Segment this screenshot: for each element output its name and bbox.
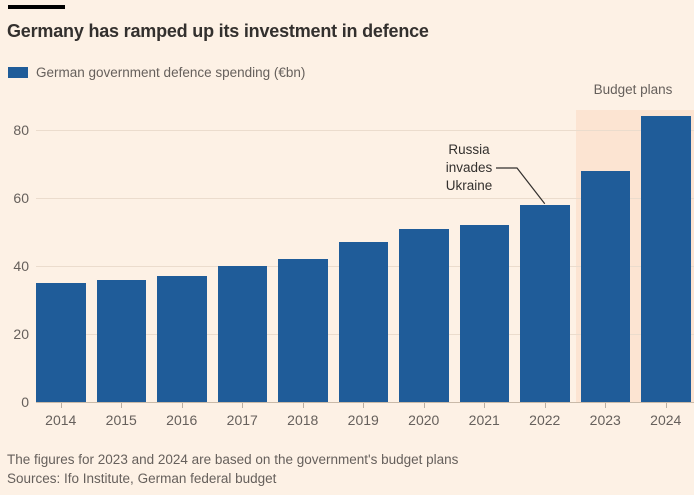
bar-2022 (520, 204, 570, 402)
gridline-80 (36, 130, 694, 131)
x-tick-2018 (302, 403, 304, 408)
x-tick-2017 (242, 403, 244, 408)
x-tick-label-2020: 2020 (408, 412, 440, 428)
legend: German government defence spending (€bn) (8, 65, 305, 80)
x-tick-2021 (484, 403, 486, 408)
bar-2014 (36, 283, 86, 402)
bar-2015 (96, 279, 146, 402)
bar-2018 (278, 259, 328, 402)
x-tick-label-2015: 2015 (105, 412, 137, 428)
gridline-0 (36, 402, 694, 403)
bar-2019 (338, 242, 388, 402)
bar-2017 (217, 266, 267, 402)
y-tick-label-20: 20 (13, 326, 29, 342)
y-tick-label-80: 80 (13, 122, 29, 138)
x-tick-label-2022: 2022 (529, 412, 561, 428)
chart-title: Germany has ramped up its investment in … (7, 21, 429, 41)
x-tick-label-2021: 2021 (468, 412, 500, 428)
x-tick-2023 (605, 403, 607, 408)
bar-2023 (580, 170, 630, 402)
bar-2016 (157, 276, 207, 402)
y-tick-label-0: 0 (21, 394, 29, 410)
source-line: Sources: Ifo Institute, German federal b… (7, 471, 277, 486)
x-tick-2022 (544, 403, 546, 408)
annotation-line-3: Ukraine (445, 178, 493, 193)
x-tick-label-2024: 2024 (650, 412, 682, 428)
y-tick-label-60: 60 (13, 190, 29, 206)
annotation-russia-invades-ukraine: Russia invades Ukraine (433, 141, 505, 195)
x-tick-2019 (363, 403, 365, 408)
x-tick-label-2014: 2014 (45, 412, 77, 428)
x-tick-label-2018: 2018 (287, 412, 319, 428)
footnote: The figures for 2023 and 2024 are based … (7, 452, 459, 467)
x-tick-2024 (665, 403, 667, 408)
x-tick-2016 (181, 403, 183, 408)
x-tick-label-2016: 2016 (166, 412, 198, 428)
x-tick-2020 (423, 403, 425, 408)
x-tick-label-2019: 2019 (347, 412, 379, 428)
x-tick-label-2017: 2017 (226, 412, 258, 428)
x-tick-2014 (60, 403, 62, 408)
budget-plans-label: Budget plans (593, 82, 673, 97)
bar-2021 (459, 225, 509, 402)
gridline-60 (36, 198, 694, 199)
x-tick-label-2023: 2023 (589, 412, 621, 428)
y-tick-label-40: 40 (13, 258, 29, 274)
legend-label: German government defence spending (€bn) (36, 65, 306, 80)
bar-2024 (641, 116, 691, 402)
bar-2020 (399, 228, 449, 402)
annotation-line-2: invades (445, 160, 493, 175)
annotation-line-1: Russia (448, 142, 490, 157)
x-tick-2015 (121, 403, 123, 408)
legend-swatch (8, 67, 28, 78)
top-rule-bar (8, 5, 65, 9)
